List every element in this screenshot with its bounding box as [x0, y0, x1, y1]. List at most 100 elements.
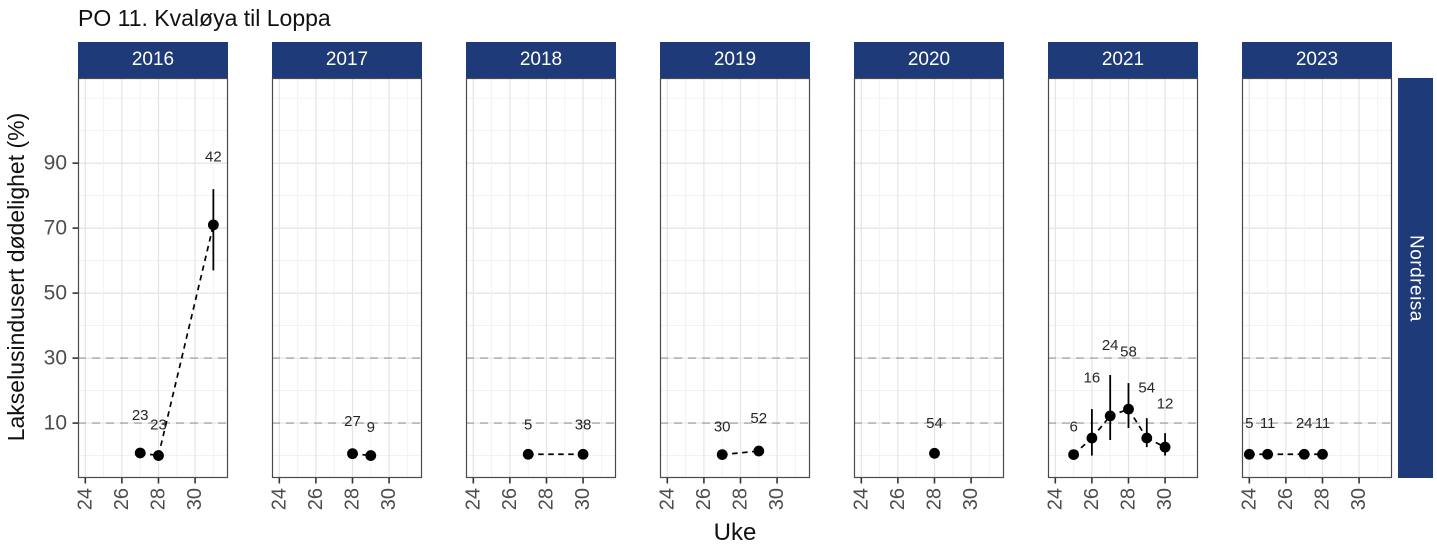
- data-point-label: 23: [132, 407, 149, 424]
- facet-panel: 27 9 24 26 28 30: [268, 77, 423, 510]
- data-point: [153, 450, 164, 461]
- x-tick-label: 26: [887, 488, 909, 510]
- facet-strip-label: 2016: [78, 42, 228, 78]
- data-point: [929, 447, 940, 459]
- x-tick-label: 26: [111, 488, 133, 510]
- facet-strip-label: 2018: [466, 42, 616, 78]
- panel-border: [1047, 77, 1199, 479]
- data-point-label: 5: [1245, 415, 1253, 432]
- data-point-label: 24: [1102, 337, 1119, 354]
- x-tick-label: 28: [1117, 488, 1139, 510]
- x-tick-label: 28: [923, 488, 945, 510]
- row-strip-label: Nordreisa: [1405, 234, 1427, 322]
- x-tick-label: 26: [305, 488, 327, 510]
- panel-background: [78, 78, 228, 478]
- data-point-label: 11: [1260, 415, 1276, 432]
- facet-strip-label: 2023: [1242, 42, 1392, 78]
- x-tick-label: 24: [268, 488, 290, 510]
- data-point-label: 54: [926, 415, 943, 432]
- data-point-label: 30: [714, 418, 731, 435]
- facet-row-strip: Nordreisa: [1398, 78, 1433, 478]
- x-tick-label: 24: [1044, 488, 1066, 510]
- data-point-label: 58: [1120, 344, 1137, 361]
- data-point: [1141, 432, 1153, 444]
- x-tick-label: 30: [378, 488, 400, 510]
- data-point-label: 38: [575, 417, 592, 434]
- x-tick-label: 26: [499, 488, 521, 510]
- data-point: [1104, 410, 1116, 422]
- data-point-label: 42: [205, 149, 222, 166]
- data-point-label: 6: [1069, 418, 1077, 435]
- facet-strip-label: 2021: [1048, 42, 1198, 78]
- x-tick-label: 28: [535, 488, 557, 510]
- y-tick-label: 30: [44, 347, 67, 370]
- facet-2020: 2020 54 24 26 28 30: [850, 42, 1005, 523]
- panel-background: [660, 78, 810, 478]
- facet-strip-label: 2020: [854, 42, 1004, 78]
- panel-border: [465, 77, 617, 479]
- data-point: [1159, 441, 1171, 453]
- x-tick-label: 24: [462, 488, 484, 510]
- x-tick-label: 26: [1081, 488, 1103, 510]
- facet-strip-label: 2019: [660, 42, 810, 78]
- facet-2018: 2018 5 38 24 26 28 30: [462, 42, 617, 523]
- y-tick-label: 50: [44, 282, 67, 305]
- facet-panel: 54 24 26 28 30: [850, 77, 1005, 510]
- x-tick-label: 30: [1348, 488, 1370, 510]
- x-tick-label: 26: [1275, 488, 1297, 510]
- facet-2023: 2023 5 11 24 11 24 26 28 30: [1238, 42, 1393, 523]
- facet-2021: 2021 6 16 24 58 54 12 24 26 28 30: [1044, 42, 1199, 523]
- panel-border: [271, 77, 423, 479]
- y-tick-label: 70: [44, 217, 67, 240]
- x-tick-label: 28: [341, 488, 363, 510]
- panel-background: [1242, 78, 1392, 478]
- y-tick-label: 10: [44, 412, 67, 435]
- data-point-label: 12: [1157, 396, 1174, 413]
- facet-panel: 30 52 24 26 28 30: [656, 77, 811, 510]
- data-point: [577, 448, 589, 460]
- x-tick-label: 30: [960, 488, 982, 510]
- x-axis-title: Uke: [713, 519, 757, 546]
- panel-background: [272, 78, 422, 478]
- series-dashed-line: [722, 450, 759, 456]
- x-tick-label: 24: [1238, 488, 1260, 510]
- data-point: [1262, 448, 1274, 460]
- data-point: [207, 219, 219, 231]
- facet-strip-label: 2017: [272, 42, 422, 78]
- x-tick-label: 30: [572, 488, 594, 510]
- data-point-label: 23: [150, 417, 167, 434]
- data-point: [753, 445, 765, 457]
- data-point: [1317, 448, 1328, 460]
- data-point: [522, 448, 534, 460]
- facet-2019: 2019 30 52 24 26 28 30: [656, 42, 811, 523]
- panel-background: [854, 78, 1004, 478]
- facet-2017: 2017 27 9 24 26 28 30: [268, 42, 423, 523]
- data-point-label: 24: [1296, 415, 1313, 432]
- data-point: [134, 447, 146, 459]
- x-tick-label: 24: [656, 488, 678, 510]
- y-axis: 10 30 50 70 90: [44, 152, 78, 435]
- x-tick-label: 24: [850, 488, 872, 510]
- x-tick-label: 28: [729, 488, 751, 510]
- facet-2016: 2016 23 23 42 24 26 28 30: [74, 42, 229, 523]
- data-point: [1298, 448, 1310, 460]
- data-point: [365, 450, 377, 461]
- x-tick-label: 30: [1154, 488, 1176, 510]
- data-point: [1086, 432, 1098, 444]
- x-tick-label: 28: [1311, 488, 1333, 510]
- panel-background: [466, 78, 616, 478]
- data-point-label: 27: [344, 413, 361, 430]
- panel-border: [77, 77, 229, 479]
- x-tick-label: 30: [184, 488, 206, 510]
- data-point: [1123, 403, 1134, 415]
- panel-border: [853, 77, 1005, 479]
- data-point: [347, 448, 358, 460]
- x-tick-label: 28: [147, 488, 169, 510]
- data-point-label: 5: [524, 417, 532, 434]
- data-point: [1243, 448, 1255, 460]
- data-point-label: 52: [750, 410, 767, 427]
